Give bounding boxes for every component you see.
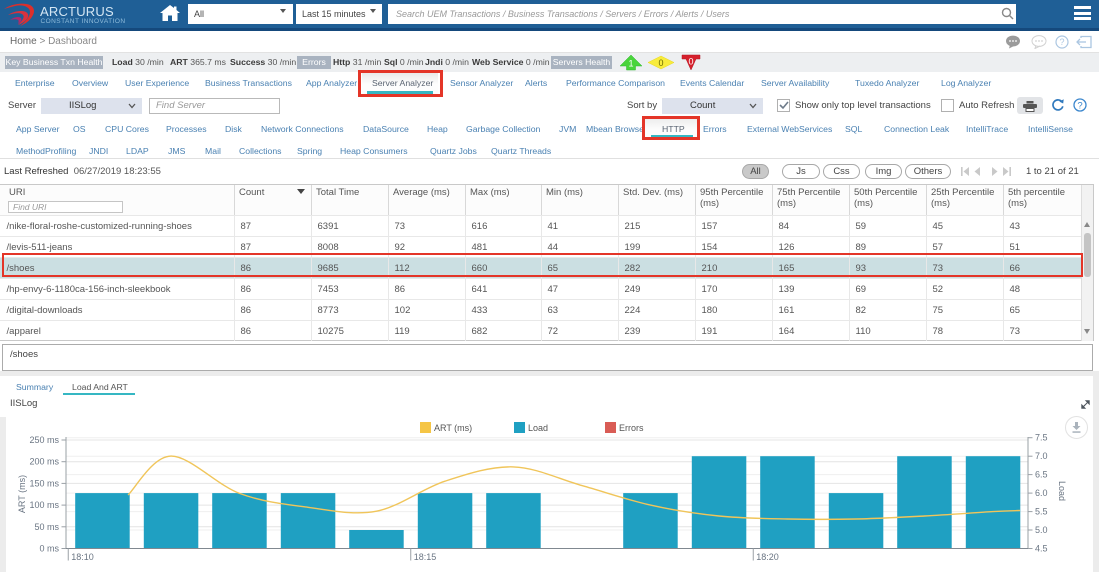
- svg-text:4.5: 4.5: [1035, 544, 1048, 554]
- svg-text:?: ?: [1059, 37, 1064, 47]
- svg-text:Load: Load: [1057, 481, 1067, 501]
- svg-text:1: 1: [628, 59, 633, 69]
- svg-text:5.5: 5.5: [1035, 507, 1048, 517]
- svg-text:18:15: 18:15: [414, 552, 437, 562]
- svg-text:200 ms: 200 ms: [29, 457, 59, 467]
- svg-text:0: 0: [658, 58, 663, 68]
- svg-text:5.0: 5.0: [1035, 525, 1048, 535]
- svg-text:250 ms: 250 ms: [29, 435, 59, 445]
- svg-text:0 ms: 0 ms: [39, 544, 59, 554]
- svg-text:150 ms: 150 ms: [29, 478, 59, 488]
- svg-text:18:20: 18:20: [756, 552, 779, 562]
- svg-text:ART (ms): ART (ms): [17, 475, 27, 513]
- svg-text:6.5: 6.5: [1035, 470, 1048, 480]
- svg-text:100 ms: 100 ms: [29, 500, 59, 510]
- svg-text:7.0: 7.0: [1035, 451, 1048, 461]
- svg-text:7.5: 7.5: [1035, 433, 1048, 443]
- svg-text:0: 0: [688, 57, 693, 67]
- svg-text:?: ?: [1077, 100, 1082, 111]
- svg-text:6.0: 6.0: [1035, 488, 1048, 498]
- svg-text:50 ms: 50 ms: [34, 522, 59, 532]
- svg-text:18:10: 18:10: [71, 552, 94, 562]
